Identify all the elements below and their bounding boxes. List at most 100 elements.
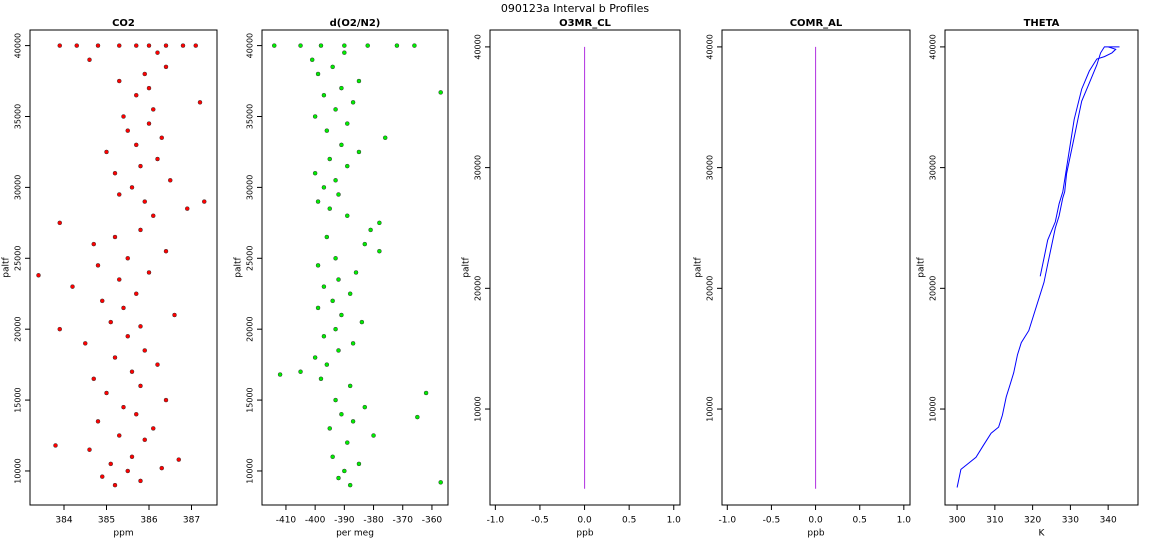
y-tick-label: 40000 bbox=[706, 34, 715, 59]
plot-frame bbox=[944, 29, 1139, 506]
x-tick-label: 300 bbox=[948, 516, 965, 526]
point bbox=[318, 376, 324, 382]
point bbox=[324, 234, 330, 240]
point bbox=[423, 390, 429, 396]
point bbox=[138, 163, 143, 169]
y-tick-label: 35000 bbox=[14, 104, 23, 129]
y-tick-label: 30000 bbox=[706, 155, 715, 180]
point bbox=[176, 457, 181, 462]
point bbox=[129, 454, 135, 460]
point bbox=[125, 256, 130, 261]
y-tick-label: 15000 bbox=[246, 387, 255, 412]
point bbox=[117, 43, 122, 48]
y-tick-label: 20000 bbox=[929, 276, 938, 301]
y-axis-label: paltf bbox=[917, 256, 927, 277]
point bbox=[362, 241, 368, 247]
x-tick-label: 387 bbox=[183, 516, 200, 526]
point bbox=[336, 348, 341, 353]
y-tick-label: 20000 bbox=[706, 276, 715, 301]
point bbox=[309, 57, 315, 63]
x-tick-label: 1.0 bbox=[897, 516, 912, 526]
y-tick-label: 20000 bbox=[14, 316, 23, 341]
x-tick-label: 0.0 bbox=[577, 516, 592, 526]
point bbox=[108, 319, 113, 325]
point bbox=[138, 383, 143, 389]
x-tick-label: -360 bbox=[422, 516, 443, 526]
point bbox=[163, 64, 169, 70]
y-tick-label: 30000 bbox=[14, 175, 23, 200]
point bbox=[95, 263, 101, 268]
point bbox=[134, 92, 139, 98]
point bbox=[142, 199, 147, 204]
x-tick-label: -390 bbox=[334, 516, 355, 526]
x-tick-label: -0.5 bbox=[531, 516, 549, 526]
panel-title: THETA bbox=[1024, 18, 1060, 29]
y-tick-label: 40000 bbox=[474, 34, 483, 59]
panel-title: O3MR_CL bbox=[559, 18, 611, 29]
point bbox=[394, 43, 400, 48]
point bbox=[371, 433, 376, 438]
point bbox=[333, 256, 338, 261]
point bbox=[356, 78, 362, 84]
point bbox=[412, 43, 417, 48]
point bbox=[129, 185, 135, 190]
point bbox=[197, 100, 203, 105]
point bbox=[142, 348, 147, 353]
point bbox=[333, 326, 338, 332]
x-axis-label: per meg bbox=[336, 529, 374, 539]
point bbox=[333, 107, 338, 112]
x-tick-label: -410 bbox=[276, 516, 297, 526]
point bbox=[336, 277, 341, 282]
panel-title: d(O2/N2) bbox=[330, 18, 381, 29]
point bbox=[321, 334, 327, 339]
point bbox=[330, 454, 335, 460]
point bbox=[347, 291, 353, 296]
x-tick-label: 310 bbox=[986, 516, 1003, 526]
point bbox=[330, 298, 335, 304]
point bbox=[350, 100, 356, 105]
panel-title: COMR_AL bbox=[790, 18, 843, 29]
point bbox=[95, 43, 101, 48]
point bbox=[347, 482, 353, 488]
point bbox=[117, 277, 122, 282]
x-axis-label: ppb bbox=[576, 529, 593, 539]
x-tick-label: 384 bbox=[55, 516, 72, 526]
point bbox=[134, 412, 139, 417]
x-tick-label: 320 bbox=[1024, 516, 1041, 526]
x-tick-label: -380 bbox=[363, 516, 384, 526]
point bbox=[312, 114, 318, 119]
point bbox=[155, 50, 160, 55]
point bbox=[91, 376, 96, 382]
point bbox=[333, 178, 338, 183]
point bbox=[104, 149, 109, 155]
point bbox=[163, 43, 169, 48]
point bbox=[438, 480, 443, 485]
main-title: 090123a Interval b Profiles bbox=[501, 2, 650, 15]
point bbox=[125, 468, 130, 474]
plot-frame bbox=[261, 29, 449, 506]
point bbox=[108, 461, 113, 467]
point bbox=[168, 178, 173, 183]
x-tick-label: -1.0 bbox=[719, 516, 737, 526]
point bbox=[134, 291, 139, 296]
y-axis-label: paltf bbox=[2, 256, 12, 277]
point bbox=[185, 206, 190, 211]
point bbox=[339, 142, 344, 148]
point bbox=[345, 440, 350, 445]
point bbox=[315, 199, 321, 204]
y-tick-label: 20000 bbox=[474, 276, 483, 301]
point bbox=[83, 341, 88, 346]
y-tick-label: 25000 bbox=[14, 246, 23, 271]
x-axis-label: ppm bbox=[113, 529, 133, 539]
point bbox=[117, 78, 122, 84]
point bbox=[356, 461, 362, 467]
point bbox=[172, 312, 177, 318]
point bbox=[336, 192, 341, 197]
x-tick-label: 386 bbox=[140, 516, 157, 526]
point bbox=[87, 57, 92, 63]
point bbox=[345, 163, 350, 169]
x-tick-label: 0.5 bbox=[622, 516, 636, 526]
point bbox=[315, 305, 321, 311]
point bbox=[362, 404, 368, 410]
x-axis-label: ppb bbox=[807, 529, 824, 539]
